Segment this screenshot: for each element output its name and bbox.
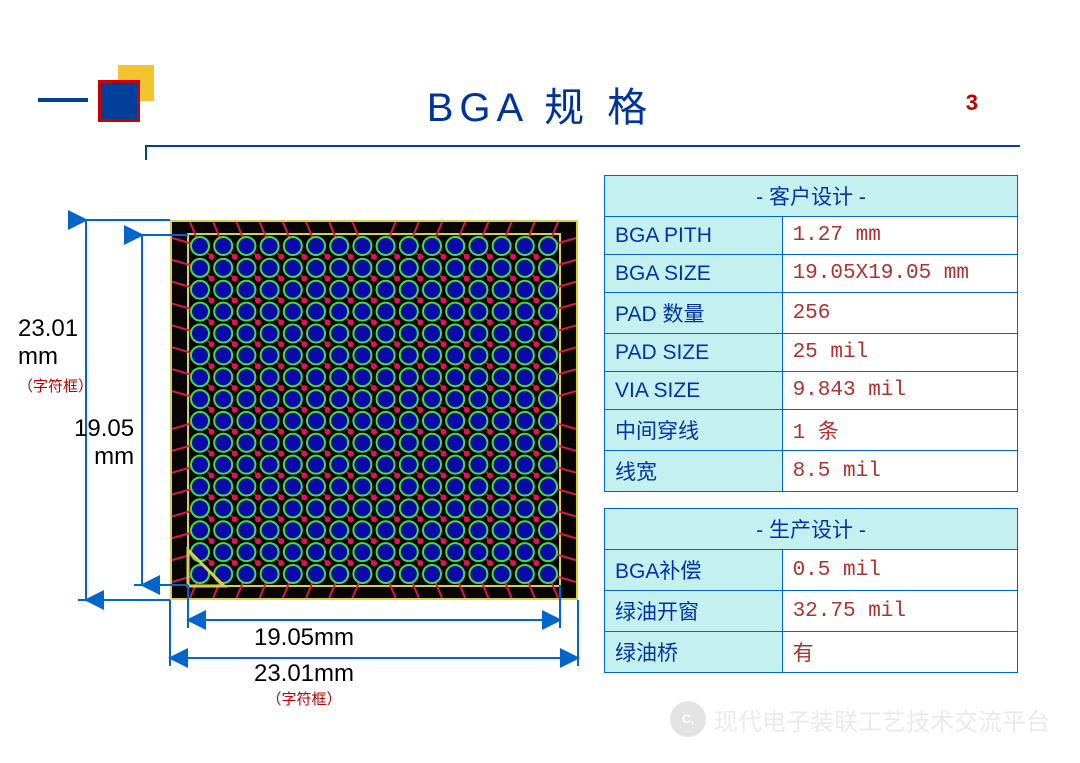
table2-header: - 生产设计 - [605,509,1018,550]
table-row: VIA SIZE9.843 mil [605,372,1018,410]
customer-label: BGA PITH [605,217,783,255]
outer-width-label: 23.01mm （字符框） [30,660,578,709]
page-number: 3 [966,90,980,116]
wechat-icon: C, [670,701,706,737]
production-design-table: - 生产设计 - BGA补偿0.5 mil绿油开窗32.75 mil绿油桥有 [604,508,1018,673]
table-row: 线宽8.5 mil [605,451,1018,492]
title-rule-v [145,145,147,160]
title-rule [145,145,1020,147]
customer-value: 1.27 mm [782,217,1017,255]
customer-value: 19.05X19.05 mm [782,255,1017,293]
table1-header: - 客户设计 - [605,176,1018,217]
customer-value: 9.843 mil [782,372,1017,410]
production-value: 32.75 mil [782,591,1017,632]
customer-label: PAD SIZE [605,334,783,372]
bga-diagram: 23.01 mm （字符框） 19.05 mm 19.05mm 23.01mm … [30,200,600,680]
customer-value: 8.5 mil [782,451,1017,492]
corner-decoration [88,60,158,130]
outer-height-label: 23.01 mm （字符框） [18,315,93,396]
table-row: 绿油桥有 [605,632,1018,673]
production-value: 0.5 mil [782,550,1017,591]
table-row: PAD 数量256 [605,293,1018,334]
inner-width-label: 19.05mm [30,624,578,652]
customer-value: 256 [782,293,1017,334]
table-row: BGA SIZE19.05X19.05 mm [605,255,1018,293]
customer-label: VIA SIZE [605,372,783,410]
customer-value: 25 mil [782,334,1017,372]
bga-svg [170,220,578,600]
table-row: BGA补偿0.5 mil [605,550,1018,591]
production-value: 有 [782,632,1017,673]
production-label: 绿油桥 [605,632,783,673]
inner-height-label: 19.05 mm [74,415,134,471]
table-row: 绿油开窗32.75 mil [605,591,1018,632]
customer-value: 1 条 [782,410,1017,451]
customer-label: 中间穿线 [605,410,783,451]
watermark: C, 现代电子装联工艺技术交流平台 [670,701,1050,737]
customer-label: BGA SIZE [605,255,783,293]
table-row: BGA PITH1.27 mm [605,217,1018,255]
customer-label: 线宽 [605,451,783,492]
bga-layout [170,220,578,600]
customer-design-table: - 客户设计 - BGA PITH1.27 mmBGA SIZE19.05X19… [604,175,1018,492]
slide-title: BGA 规 格 [427,75,654,133]
spec-tables: - 客户设计 - BGA PITH1.27 mmBGA SIZE19.05X19… [604,175,1018,689]
slide: BGA 规 格 3 [0,0,1080,763]
table-row: PAD SIZE25 mil [605,334,1018,372]
production-label: BGA补偿 [605,550,783,591]
table-row: 中间穿线1 条 [605,410,1018,451]
customer-label: PAD 数量 [605,293,783,334]
watermark-text: 现代电子装联工艺技术交流平台 [714,702,1050,737]
production-label: 绿油开窗 [605,591,783,632]
